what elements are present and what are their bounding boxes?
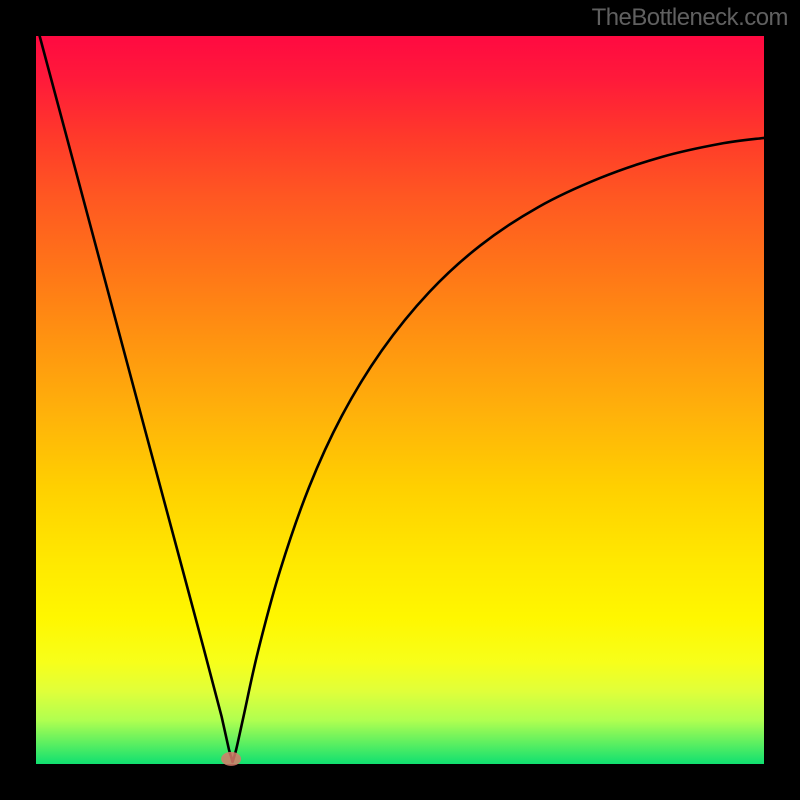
bottleneck-chart: TheBottleneck.com <box>0 0 800 800</box>
watermark-label: TheBottleneck.com <box>592 4 788 32</box>
bottleneck-marker <box>221 752 241 766</box>
plot-background <box>36 36 764 764</box>
chart-svg <box>0 0 800 800</box>
